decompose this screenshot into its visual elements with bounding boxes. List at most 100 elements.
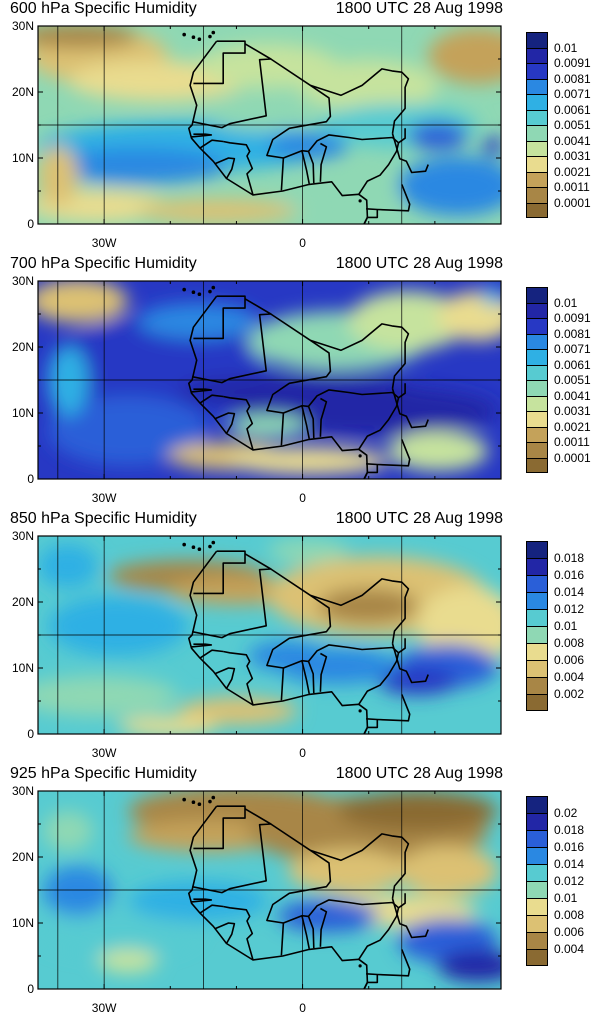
island-marker [211, 795, 216, 800]
lat-tick-label: 0 [27, 982, 34, 996]
colorbar-swatch [526, 171, 548, 187]
colorbar-swatch [526, 426, 548, 442]
lat-tick-label: 30N [11, 19, 34, 33]
colorbar-swatch [526, 202, 548, 218]
colorbar-swatch [526, 575, 548, 592]
colorbar-label: 0.002 [554, 687, 585, 701]
lat-tick-label: 0 [27, 472, 34, 486]
country-border [199, 904, 224, 914]
colorbar-label: 0.0031 [554, 404, 591, 418]
colorbar-swatch [526, 411, 548, 427]
country-border [214, 157, 236, 179]
island-marker [208, 544, 212, 549]
colorbar-label: 0.014 [554, 857, 585, 871]
colorbar-swatch [526, 949, 548, 966]
colorbar-label: 0.01 [554, 40, 578, 55]
colorbar-swatch [526, 364, 548, 380]
humidity-contour-region [98, 949, 158, 973]
colorbar-swatch [526, 302, 548, 318]
island-marker [211, 285, 216, 290]
country-border [199, 139, 224, 149]
colorbar-label: 0.0021 [554, 164, 591, 179]
map-plot [37, 25, 502, 225]
colorbar-label: 0.0071 [554, 342, 591, 356]
colorbar-label: 0.0091 [554, 56, 591, 70]
colorbar-label: 0.0061 [554, 357, 591, 372]
country-border [199, 649, 224, 659]
lat-tick-label: 20N [11, 850, 34, 864]
lat-tick-label: 20N [11, 595, 34, 609]
country-border [391, 643, 429, 684]
country-border [319, 907, 328, 947]
island-marker [197, 292, 202, 296]
humidity-contour-region [228, 447, 388, 475]
colorbar-label: 0.0091 [554, 311, 591, 325]
lon-tick-label: 30W [91, 1001, 117, 1015]
colorbar-label: 0.0041 [554, 133, 591, 148]
humidity-contour-region [38, 676, 178, 716]
colorbar-swatch [526, 898, 548, 915]
humidity-contour-region [43, 866, 113, 916]
colorbar-swatch [526, 109, 548, 125]
colorbar-swatch [526, 932, 548, 949]
lat-tick-label: 20N [11, 340, 34, 354]
colorbar-swatch [526, 333, 548, 349]
colorbar-swatch [526, 349, 548, 365]
island-marker [191, 545, 196, 550]
country-border [301, 405, 310, 439]
country-border [214, 922, 236, 944]
colorbar-label: 0.0081 [554, 71, 591, 86]
island-marker [358, 709, 362, 713]
humidity-contour-region [428, 28, 501, 84]
country-border [301, 150, 310, 184]
colorbar-label: 0.01 [554, 295, 578, 310]
humidity-contour-region [268, 132, 348, 160]
colorbar-swatch [526, 609, 548, 626]
humidity-contour-region [408, 122, 468, 150]
humidity-contour-region [38, 906, 198, 956]
lat-tick-label: 10N [11, 151, 34, 165]
colorbar-swatch [526, 287, 548, 303]
humidity-contour-region [48, 346, 88, 416]
colorbar-label: 0.008 [554, 908, 585, 922]
country-border [363, 209, 379, 224]
country-border [366, 949, 411, 977]
colorbar-swatch [526, 541, 548, 558]
colorbar-swatch [526, 94, 548, 110]
colorbar-label: 0.014 [554, 585, 585, 599]
country-border [366, 439, 411, 467]
colorbar: 0.02 0.018 0.016 0.014 0.012 0.01 0.008 0.006 0.… [526, 796, 598, 966]
humidity-contour-region [338, 791, 498, 831]
country-border [301, 660, 310, 694]
colorbar-swatch [526, 864, 548, 881]
country-border [307, 661, 315, 694]
country-border [214, 412, 236, 434]
panel-925hpa: 925 hPa Specific Humidity 1800 UTC 28 Au… [0, 765, 600, 1020]
island-marker [197, 37, 202, 41]
island-marker [197, 802, 202, 806]
island-marker [182, 797, 186, 802]
country-border [366, 184, 411, 212]
humidity-contour-region [278, 178, 398, 214]
lon-tick-label: 0 [299, 491, 306, 505]
colorbar-label: 0.004 [554, 942, 585, 956]
country-border [363, 464, 379, 479]
humidity-contour-region [138, 199, 298, 223]
island-marker [208, 289, 212, 294]
panel-time: 1800 UTC 28 Aug 1998 [335, 510, 503, 527]
colorbar-label: 0.012 [554, 874, 585, 888]
colorbar-swatch [526, 796, 548, 813]
humidity-contour-region [348, 291, 468, 351]
country-border [199, 394, 224, 404]
humidity-contour-region [178, 697, 298, 725]
island-marker [182, 287, 186, 292]
colorbar-label: 0.0001 [554, 450, 591, 465]
colorbar-label: 0.0051 [554, 118, 591, 132]
colorbar-frame [526, 32, 548, 218]
colorbar-swatch [526, 677, 548, 694]
colorbar-swatch [526, 626, 548, 643]
colorbar-label: 0.0031 [554, 149, 591, 163]
colorbar-label: 0.01 [554, 619, 578, 633]
colorbar-label: 0.012 [554, 602, 585, 616]
